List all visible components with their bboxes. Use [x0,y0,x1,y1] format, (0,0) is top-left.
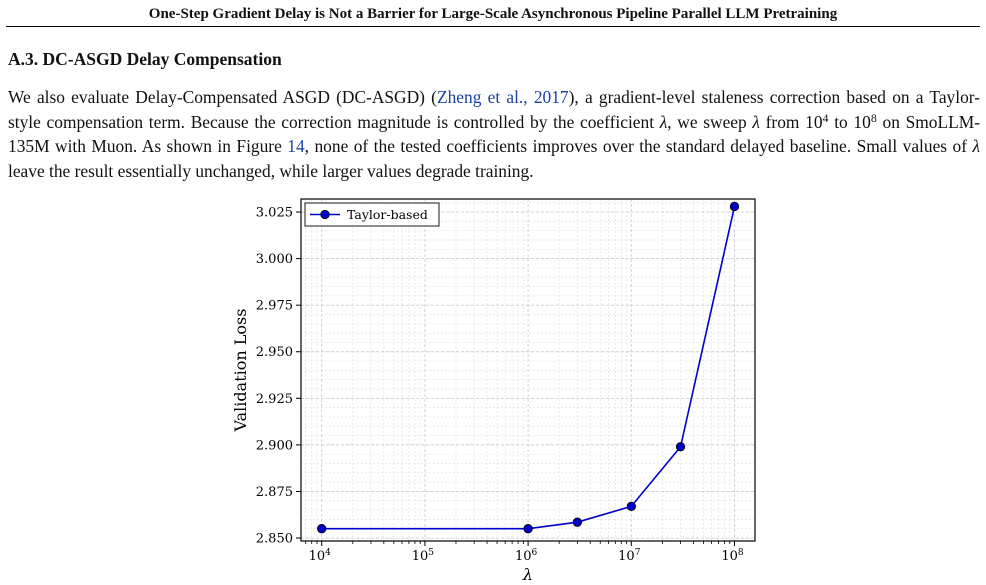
legend-box [304,202,440,227]
series-line [321,206,736,530]
data-point [523,524,533,534]
y-tick-label: 3.025 [256,206,293,221]
header-rule [6,26,980,27]
legend-marker [320,209,330,220]
y-tick-label: 3.000 [256,252,293,267]
lambda-symbol: λ [972,136,980,156]
legend: Taylor-based [304,202,440,227]
x-tick-label: 106 [515,548,538,564]
x-tick-label: 104 [309,548,332,564]
data-point [626,501,636,512]
x-tick-label: 105 [412,548,435,564]
figure-ref-link[interactable]: 14 [287,136,305,156]
data-point [675,442,686,452]
y-tick-label: 2.975 [256,299,293,314]
section-title: A.3. DC-ASGD Delay Compensation [8,49,282,69]
legend-label: Taylor-based [347,207,428,222]
data-point [572,517,582,527]
lambda-symbol: λ [659,111,668,132]
y-tick-label: 2.900 [256,438,293,453]
data-point [729,201,740,212]
y-tick-label: 2.950 [256,345,293,360]
data-point [317,524,327,534]
plot-frame [300,198,756,542]
lambda-symbol: λ [752,111,760,132]
citation-link[interactable]: Zheng et al., 2017 [436,87,569,107]
section-paragraph: We also evaluate Delay-Compensated ASGD … [8,87,980,181]
y-tick-label: 2.875 [256,485,293,500]
x-tick-label: 108 [721,548,744,564]
grid [301,199,755,541]
running-header: One-Step Gradient Delay is Not a Barrier… [148,6,838,22]
y-tick-label: 2.850 [256,532,293,547]
x-axis-label: λ [522,565,533,584]
y-axis-label: Validation Loss [231,309,250,433]
y-tick-label: 2.925 [256,392,293,407]
x-tick-label: 107 [618,548,641,564]
